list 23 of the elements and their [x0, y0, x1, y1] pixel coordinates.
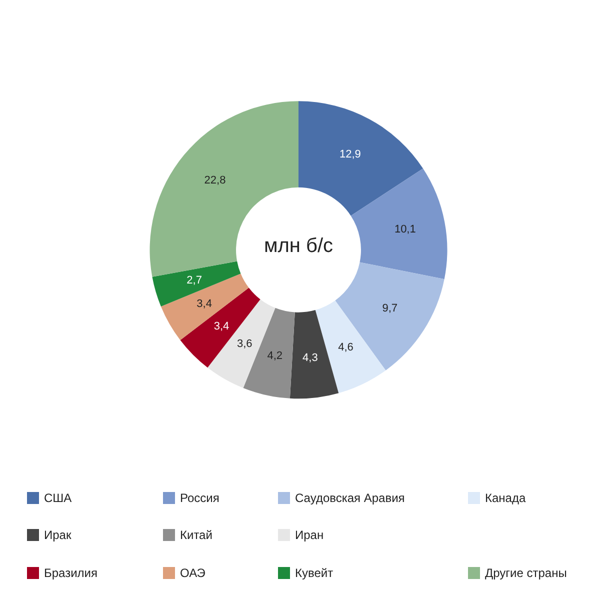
- legend-label: Другие страны: [485, 566, 567, 580]
- legend-label: Россия: [180, 491, 220, 505]
- legend-label: Кувейт: [295, 566, 334, 580]
- data-label: 4,6: [338, 342, 354, 354]
- data-label: 4,2: [267, 350, 283, 362]
- data-label: 10,1: [394, 223, 416, 236]
- legend-label: Бразилия: [44, 566, 98, 580]
- data-label: 12,9: [339, 148, 361, 160]
- text: млн б/с: [264, 235, 334, 257]
- data-label: 3,6: [236, 338, 252, 350]
- data-label: 3,4: [196, 298, 212, 310]
- data-label: 9,7: [382, 302, 398, 315]
- legend-label: Китай: [180, 528, 212, 542]
- legend-label: Канада: [485, 491, 526, 505]
- legend-label: Ирак: [44, 528, 72, 542]
- data-label: 2,7: [186, 274, 202, 287]
- legend-label: ОАЭ: [180, 566, 206, 580]
- legend-label: США: [44, 491, 72, 505]
- data-label: 22,8: [204, 174, 226, 186]
- legend-label: Иран: [295, 528, 324, 542]
- legend-label: Саудовская Аравия: [295, 491, 405, 505]
- data-label: 4,3: [302, 352, 318, 364]
- data-label: 3,4: [214, 320, 230, 332]
